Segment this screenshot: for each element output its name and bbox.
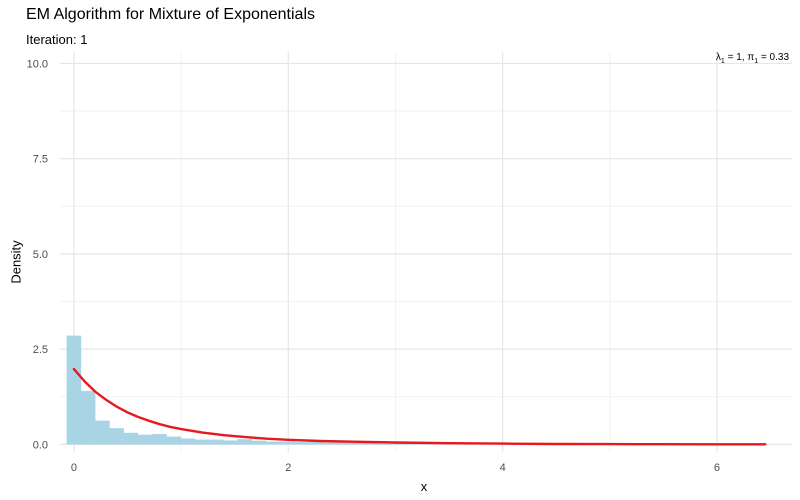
pi-value: = 0.33 bbox=[758, 52, 789, 63]
histogram-bar bbox=[280, 441, 295, 445]
lambda-value: = 1, bbox=[724, 52, 748, 63]
histogram-bar bbox=[237, 439, 253, 445]
lambda-subscript: 1 bbox=[720, 58, 725, 65]
pi-symbol: π bbox=[747, 52, 755, 63]
chart-title: EM Algorithm for Mixture of Exponentials bbox=[26, 6, 316, 23]
histogram-bar bbox=[95, 420, 110, 445]
histogram-bar bbox=[166, 436, 181, 445]
histogram-bar bbox=[209, 439, 224, 445]
density-curve bbox=[72, 367, 767, 446]
histogram-bar bbox=[109, 428, 124, 445]
x-axis-label: x bbox=[420, 479, 428, 494]
histogram-bar bbox=[251, 440, 267, 445]
y-axis-label: Density bbox=[8, 240, 24, 284]
histogram-bar bbox=[223, 440, 238, 445]
y-tick-label: 5.0 bbox=[33, 249, 48, 261]
histogram-bar bbox=[266, 441, 281, 445]
histogram-bar bbox=[80, 390, 96, 445]
histogram-bar bbox=[152, 433, 167, 445]
histogram-bar bbox=[294, 441, 310, 445]
histogram-bar bbox=[308, 441, 324, 445]
x-tick-label: 6 bbox=[714, 462, 720, 474]
pi-subscript: 1 bbox=[754, 58, 759, 65]
histogram-bar bbox=[123, 432, 139, 445]
lambda-symbol: λ bbox=[715, 52, 721, 63]
histogram-bar bbox=[137, 434, 153, 445]
y-tick-label: 7.5 bbox=[33, 154, 48, 166]
histogram-bar bbox=[194, 439, 210, 445]
y-tick-label: 2.5 bbox=[33, 344, 48, 356]
histogram-bar bbox=[323, 442, 338, 445]
y-tick-label: 10.0 bbox=[27, 58, 48, 70]
parameter-annotation: λ1 = 1, π1 = 0.33 bbox=[716, 52, 789, 65]
chart-subtitle: Iteration: 1 bbox=[26, 32, 88, 47]
histogram-bar bbox=[66, 335, 82, 445]
x-tick-label: 4 bbox=[500, 462, 506, 474]
y-tick-label: 0.0 bbox=[33, 439, 48, 451]
x-tick-label: 2 bbox=[285, 462, 291, 474]
histogram-bar bbox=[180, 438, 196, 445]
x-tick-label: 0 bbox=[71, 462, 77, 474]
